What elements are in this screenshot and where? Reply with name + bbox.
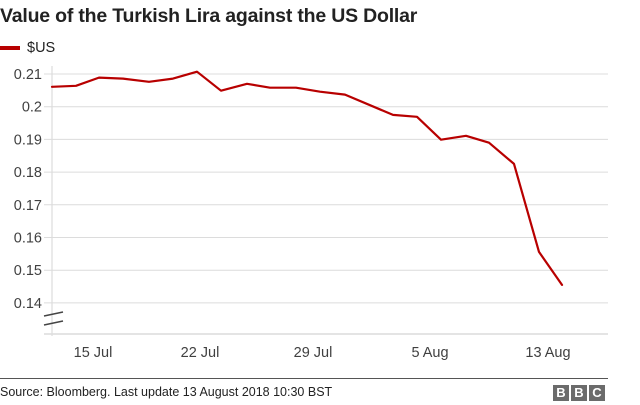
x-tick-label: 15 Jul — [74, 345, 113, 361]
x-axis: 15 Jul 22 Jul 29 Jul 5 Aug 13 Aug — [74, 345, 571, 361]
y-tick-label: 0.17 — [14, 198, 42, 214]
x-tick-label: 29 Jul — [294, 345, 333, 361]
bbc-logo-letter: C — [589, 385, 605, 401]
bbc-logo-letter: B — [571, 385, 587, 401]
y-axis: 0.21 0.2 0.19 0.18 0.17 0.16 0.15 0.14 — [14, 67, 42, 312]
footer-divider — [0, 378, 608, 379]
series-line-usd — [50, 70, 564, 286]
y-tick-label: 0.14 — [14, 296, 42, 312]
legend: $US — [0, 40, 55, 56]
chart-title: Value of the Turkish Lira against the US… — [0, 5, 418, 27]
y-tick-label: 0.2 — [22, 100, 42, 116]
y-tick-label: 0.19 — [14, 132, 42, 148]
source-note: Source: Bloomberg. Last update 13 August… — [0, 385, 333, 399]
x-tick-label: 22 Jul — [181, 345, 220, 361]
y-tick-label: 0.15 — [14, 263, 42, 279]
x-tick-label: 13 Aug — [525, 345, 570, 361]
bbc-logo: B B C — [553, 385, 605, 401]
legend-label: $US — [27, 40, 56, 56]
x-tick-label: 5 Aug — [411, 345, 448, 361]
y-tick-label: 0.16 — [14, 231, 42, 247]
y-tick-label: 0.21 — [14, 67, 42, 83]
y-tick-label: 0.18 — [14, 165, 42, 181]
axis-break-icon — [43, 311, 64, 326]
bbc-logo-letter: B — [553, 385, 569, 401]
gridlines — [44, 66, 608, 336]
legend-swatch — [0, 46, 20, 50]
